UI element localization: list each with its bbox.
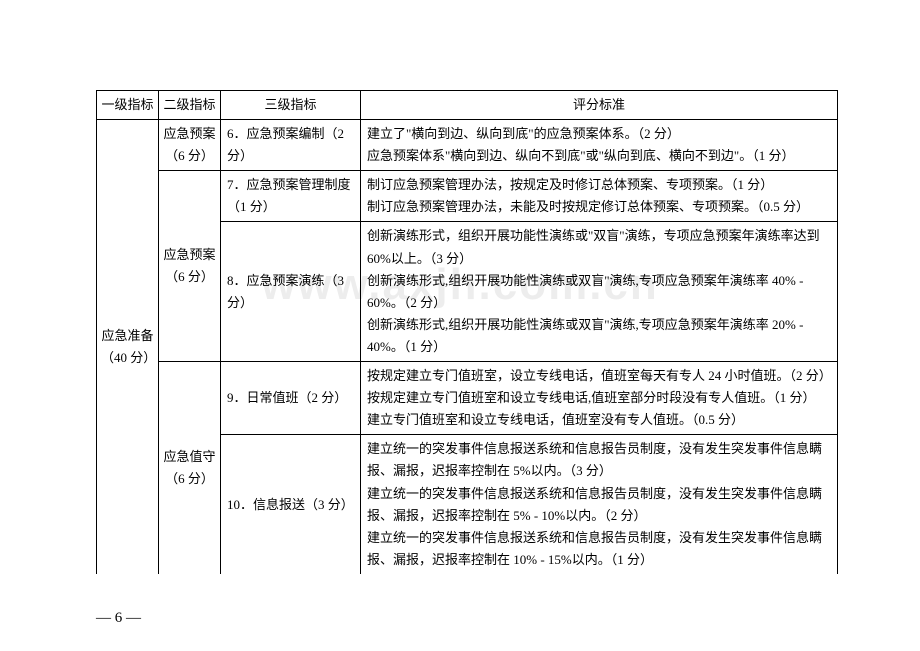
- cell-level3: 9．日常值班（2 分）: [221, 362, 361, 435]
- cell-criteria: 建立了"横向到边、纵向到底"的应急预案体系。（2 分）应急预案体系"横向到边、纵…: [361, 120, 838, 171]
- cell-level3: 7．应急预案管理制度（1 分）: [221, 171, 361, 222]
- table-header-row: 一级指标 二级指标 三级指标 评分标准: [97, 91, 838, 120]
- document-page: www.axjh.com.cn 一级指标 二级指标 三级指标 评分标准 应急准备…: [0, 0, 920, 651]
- table-row: 应急准备（40 分） 应急预案（6 分） 6．应急预案编制（2 分） 建立了"横…: [97, 120, 838, 171]
- cell-criteria: 建立统一的突发事件信息报送系统和信息报告员制度，没有发生突发事件信息瞒报、漏报，…: [361, 435, 838, 574]
- cell-criteria: 制订应急预案管理办法，按规定及时修订总体预案、专项预案。（1 分）制订应急预案管…: [361, 171, 838, 222]
- cell-level3: 8．应急预案演练（3 分）: [221, 222, 361, 362]
- criteria-table: 一级指标 二级指标 三级指标 评分标准 应急准备（40 分） 应急预案（6 分）…: [96, 90, 838, 574]
- page-number: — 6 —: [96, 610, 141, 627]
- cell-criteria: 创新演练形式，组织开展功能性演练或"双盲"演练，专项应急预案年演练率达到 60%…: [361, 222, 838, 362]
- table-row: 应急值守（6 分） 9．日常值班（2 分） 按规定建立专门值班室，设立专线电话，…: [97, 362, 838, 435]
- header-level1: 一级指标: [97, 91, 159, 120]
- header-level3: 三级指标: [221, 91, 361, 120]
- cell-level1: 应急准备（40 分）: [97, 120, 159, 574]
- cell-level3: 6．应急预案编制（2 分）: [221, 120, 361, 171]
- cell-level3: 10．信息报送（3 分）: [221, 435, 361, 574]
- header-criteria: 评分标准: [361, 91, 838, 120]
- cell-level2: 应急预案（6 分）: [159, 171, 221, 362]
- header-level2: 二级指标: [159, 91, 221, 120]
- cell-level2: 应急值守（6 分）: [159, 362, 221, 574]
- table-row: 应急预案（6 分） 7．应急预案管理制度（1 分） 制订应急预案管理办法，按规定…: [97, 171, 838, 222]
- cell-level2: 应急预案（6 分）: [159, 120, 221, 171]
- cell-criteria: 按规定建立专门值班室，设立专线电话，值班室每天有专人 24 小时值班。（2 分）…: [361, 362, 838, 435]
